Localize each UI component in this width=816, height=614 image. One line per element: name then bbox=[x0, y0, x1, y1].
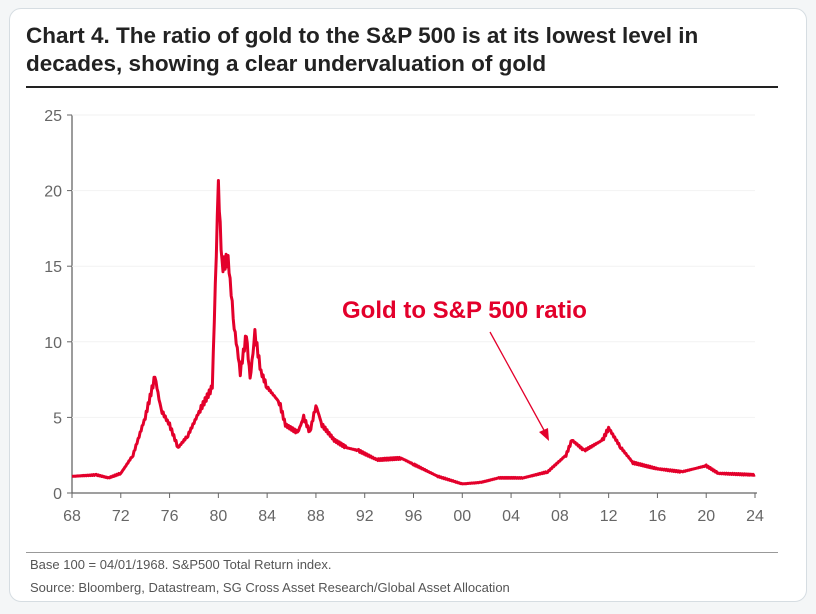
x-tick-label: 12 bbox=[600, 508, 618, 525]
x-tick-label: 68 bbox=[63, 508, 81, 525]
annotation-label: Gold to S&P 500 ratio bbox=[342, 297, 587, 324]
x-tick-label: 84 bbox=[258, 508, 276, 525]
arrow-head-icon bbox=[539, 428, 549, 441]
x-tick-label: 92 bbox=[356, 508, 374, 525]
x-tick-label: 80 bbox=[209, 508, 227, 525]
y-tick-label: 25 bbox=[44, 108, 62, 125]
series-line-gold-to-sp500 bbox=[71, 179, 756, 486]
x-tick-label: 20 bbox=[697, 508, 715, 525]
footnote-base: Base 100 = 04/01/1968. S&P500 Total Retu… bbox=[30, 557, 332, 572]
chart-card bbox=[9, 8, 807, 602]
annotation-arrow bbox=[489, 331, 546, 433]
chart-title: Chart 4. The ratio of gold to the S&P 50… bbox=[26, 23, 699, 76]
x-tick-label: 00 bbox=[453, 508, 471, 525]
y-tick-label: 5 bbox=[53, 410, 62, 427]
y-tick-label: 15 bbox=[44, 259, 62, 276]
x-tick-label: 24 bbox=[746, 508, 764, 525]
footnote-source: Source: Bloomberg, Datastream, SG Cross … bbox=[30, 580, 510, 595]
x-tick-label: 04 bbox=[502, 508, 520, 525]
y-tick-label: 10 bbox=[44, 335, 62, 352]
title-rule bbox=[26, 86, 778, 88]
y-tick-label: 20 bbox=[44, 184, 62, 201]
x-tick-label: 08 bbox=[551, 508, 569, 525]
x-tick-label: 76 bbox=[161, 508, 179, 525]
x-tick-label: 72 bbox=[112, 508, 130, 525]
x-tick-label: 96 bbox=[405, 508, 423, 525]
footer-rule bbox=[26, 552, 778, 553]
x-tick-label: 16 bbox=[649, 508, 667, 525]
x-tick-label: 88 bbox=[307, 508, 325, 525]
y-tick-label: 0 bbox=[53, 486, 62, 503]
